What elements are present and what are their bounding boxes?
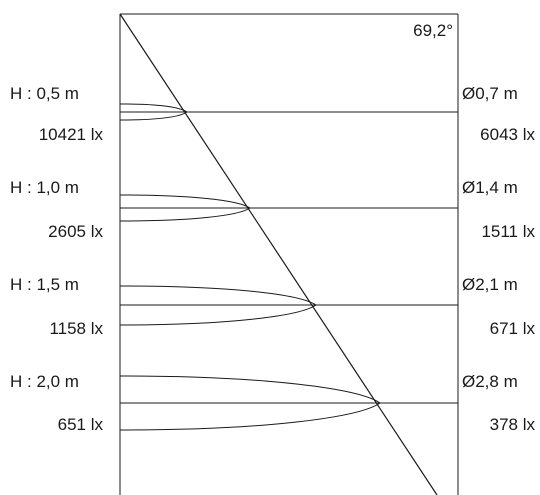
level-3-lux-center: 1158 lx (49, 319, 103, 338)
level-2-height-label: H : 1,0 m (10, 178, 79, 197)
beam-angle-label: 69,2° (413, 21, 453, 40)
level-2-lobe (119, 194, 251, 222)
level-row-2: H : 1,0 m 2605 lx Ø1,4 m 1511 lx (10, 178, 535, 241)
level-2-lux-edge: 1511 lx (481, 222, 535, 241)
beam-edge-line (119, 13, 438, 495)
level-1-lobe (119, 103, 188, 121)
level-4-lobe (119, 375, 381, 431)
level-1-lux-edge: 6043 lx (480, 125, 535, 144)
level-1-lux-center: 10421 lx (39, 125, 104, 144)
level-3-height-label: H : 1,5 m (10, 275, 79, 294)
level-1-height-label: H : 0,5 m (10, 84, 79, 103)
level-3-lobe (119, 285, 317, 326)
level-2-lux-center: 2605 lx (48, 222, 103, 241)
level-4-lux-center: 651 lx (58, 415, 104, 434)
level-4-lux-edge: 378 lx (490, 415, 536, 434)
level-row-1: H : 0,5 m 10421 lx Ø0,7 m 6043 lx (10, 84, 535, 144)
level-4-diameter: Ø2,8 m (462, 372, 518, 391)
level-1-diameter: Ø0,7 m (462, 84, 518, 103)
level-row-3: H : 1,5 m 1158 lx Ø2,1 m 671 lx (10, 275, 535, 338)
level-3-diameter: Ø2,1 m (462, 275, 518, 294)
level-row-4: H : 2,0 m 651 lx Ø2,8 m 378 lx (10, 372, 535, 434)
level-3-lux-edge: 671 lx (490, 319, 536, 338)
level-4-height-label: H : 2,0 m (10, 372, 79, 391)
level-2-diameter: Ø1,4 m (462, 178, 518, 197)
